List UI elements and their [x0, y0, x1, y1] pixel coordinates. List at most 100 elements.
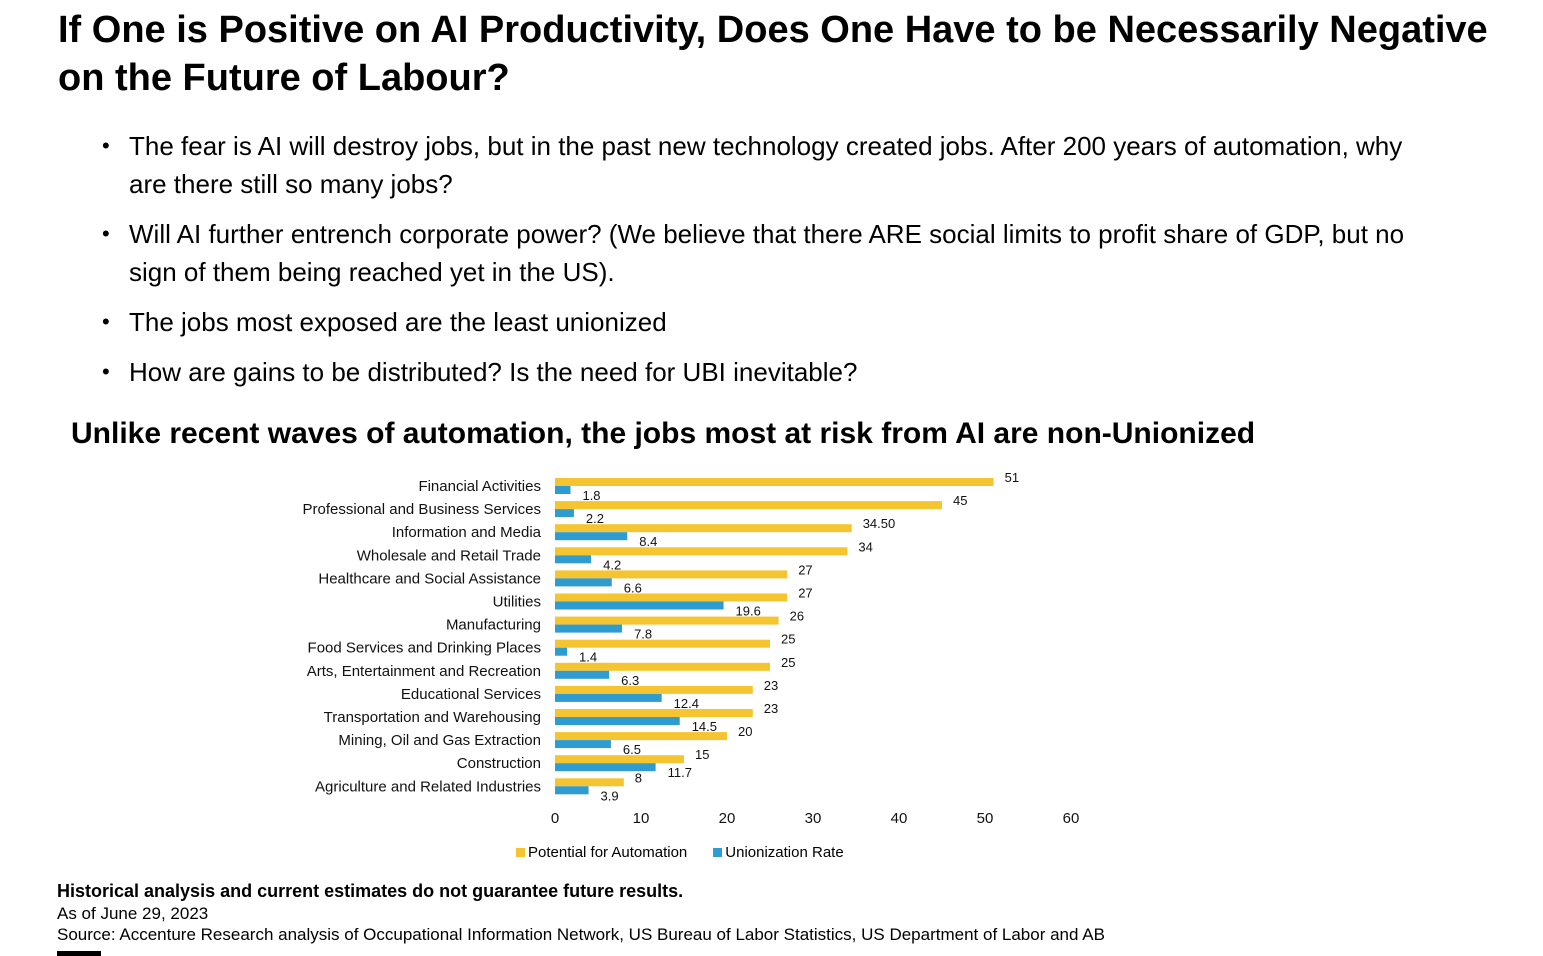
data-label-automation: 25: [781, 632, 795, 647]
category-label: Utilities: [493, 594, 541, 611]
disclaimer: Historical analysis and current estimate…: [57, 881, 684, 901]
category-label: Agriculture and Related Industries: [315, 778, 541, 795]
bar-automation: [555, 778, 624, 787]
bar-automation: [555, 501, 942, 510]
bullet-item: • Will AI further entrench corporate powe…: [98, 215, 1428, 291]
bar-automation: [555, 662, 770, 671]
category-label: Financial Activities: [418, 478, 541, 495]
category-label: Mining, Oil and Gas Extraction: [338, 732, 541, 749]
bar-unionization: [555, 509, 574, 518]
data-label-unionization: 12.4: [674, 696, 699, 711]
bullet-text: The fear is AI will destroy jobs, but in…: [129, 131, 1403, 199]
bar-automation: [555, 732, 727, 741]
bar-chart: Financial Activities 51 1.8 Professional an…: [303, 470, 1080, 827]
slide-title: If One is Positive on AI Productivity, D…: [58, 9, 1488, 99]
bullet-text: How are gains to be distributed? Is the …: [129, 357, 858, 387]
bar-automation: [555, 478, 994, 486]
bullet-marker: •: [102, 309, 110, 334]
bullet-list: • The fear is AI will destroy jobs, but i…: [98, 127, 1428, 403]
category-label: Professional and Business Services: [303, 501, 541, 518]
bullet-item: • The jobs most exposed are the least uni…: [98, 303, 1428, 341]
category-label: Transportation and Warehousing: [324, 709, 541, 726]
data-label-unionization: 3.9: [601, 788, 619, 803]
legend-swatch-automation: [516, 848, 525, 857]
x-tick-label: 10: [633, 810, 650, 827]
bullet-marker: •: [102, 359, 110, 384]
bar-automation: [555, 755, 684, 764]
chart-legend: Potential for Automation Unionization Ra…: [516, 844, 844, 861]
data-label-unionization: 14.5: [692, 719, 717, 734]
bar-automation: [555, 570, 788, 579]
x-tick-label: 60: [1063, 810, 1080, 827]
data-label-automation: 15: [695, 747, 709, 762]
x-tick-label: 20: [719, 810, 736, 827]
as-of-date: As of June 29, 2023: [57, 904, 209, 923]
category-label: Arts, Entertainment and Recreation: [307, 663, 541, 680]
bar-unionization: [555, 786, 589, 795]
category-label: Food Services and Drinking Places: [308, 640, 541, 657]
bar-automation: [555, 709, 753, 717]
bar-unionization: [555, 647, 568, 656]
data-label-automation: 34: [858, 539, 872, 554]
bar-unionization: [555, 532, 628, 541]
category-label: Educational Services: [401, 686, 541, 703]
data-label-unionization: 6.3: [621, 673, 639, 688]
bar-unionization: [555, 763, 656, 772]
bar-automation: [555, 616, 779, 625]
category-label: Wholesale and Retail Trade: [357, 547, 541, 564]
data-label-unionization: 2.2: [586, 511, 604, 526]
legend-swatch-unionization: [713, 848, 723, 857]
bar-automation: [555, 593, 788, 602]
legend-item-unionization: Unionization Rate: [713, 844, 844, 861]
bar-unionization: [555, 670, 610, 679]
category-label: Information and Media: [392, 524, 542, 541]
x-tick-label: 0: [551, 810, 559, 827]
bar-automation: [555, 639, 770, 648]
x-tick-label: 50: [977, 810, 994, 827]
legend-label-automation: Potential for Automation: [528, 844, 688, 861]
data-label-unionization: 6.5: [623, 742, 641, 757]
bar-automation: [555, 685, 753, 694]
data-label-automation: 25: [781, 655, 795, 670]
legend-label-unionization: Unionization Rate: [725, 844, 844, 861]
bar-unionization: [555, 717, 680, 725]
data-label-automation: 20: [738, 724, 752, 739]
footer-bar: [57, 951, 101, 956]
data-label-automation: 27: [798, 586, 812, 601]
bar-unionization: [555, 740, 611, 749]
bar-unionization: [555, 486, 571, 494]
category-label: Construction: [457, 755, 541, 772]
data-label-unionization: 6.6: [624, 580, 642, 595]
x-tick-label: 30: [805, 810, 822, 827]
bar-unionization: [555, 578, 612, 587]
data-label-unionization: 11.7: [668, 765, 692, 780]
data-label-unionization: 1.8: [582, 488, 600, 503]
data-label-automation: 23: [764, 678, 778, 693]
x-tick-label: 40: [891, 810, 908, 827]
data-label-automation: 27: [798, 562, 812, 577]
data-label-automation: 34.50: [863, 516, 896, 531]
data-label-unionization: 7.8: [634, 627, 652, 642]
bar-automation: [555, 547, 848, 556]
source-note: Source: Accenture Research analysis of O…: [57, 925, 1105, 944]
data-label-unionization: 19.6: [736, 604, 761, 619]
bullet-text: The jobs most exposed are the least unio…: [129, 307, 667, 337]
bar-automation: [555, 524, 852, 533]
bullet-marker: •: [102, 221, 110, 246]
bullet-item: • The fear is AI will destroy jobs, but i…: [98, 127, 1428, 203]
bar-unionization: [555, 555, 592, 564]
data-label-unionization: 4.2: [603, 557, 621, 572]
data-label-unionization: 1.4: [579, 650, 597, 665]
legend-item-automation: Potential for Automation: [516, 844, 687, 861]
data-label-unionization: 8.4: [639, 534, 657, 549]
data-label-automation: 45: [953, 493, 967, 508]
category-label: Healthcare and Social Assistance: [318, 570, 541, 587]
bullet-item: • How are gains to be distributed? Is the…: [98, 353, 1428, 391]
data-label-automation: 51: [1005, 470, 1019, 485]
bullet-marker: •: [102, 133, 110, 158]
data-label-automation: 8: [635, 770, 642, 785]
bar-unionization: [555, 601, 724, 610]
bullet-text: Will AI further entrench corporate power…: [129, 219, 1405, 287]
chart-title: Unlike recent waves of automation, the j…: [71, 417, 1256, 450]
category-label: Manufacturing: [446, 617, 541, 634]
